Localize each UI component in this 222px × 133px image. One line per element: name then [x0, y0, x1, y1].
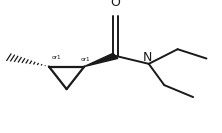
Text: or1: or1 [81, 57, 90, 62]
Polygon shape [84, 53, 118, 66]
Text: or1: or1 [52, 55, 61, 60]
Text: N: N [143, 51, 152, 64]
Text: O: O [111, 0, 120, 9]
